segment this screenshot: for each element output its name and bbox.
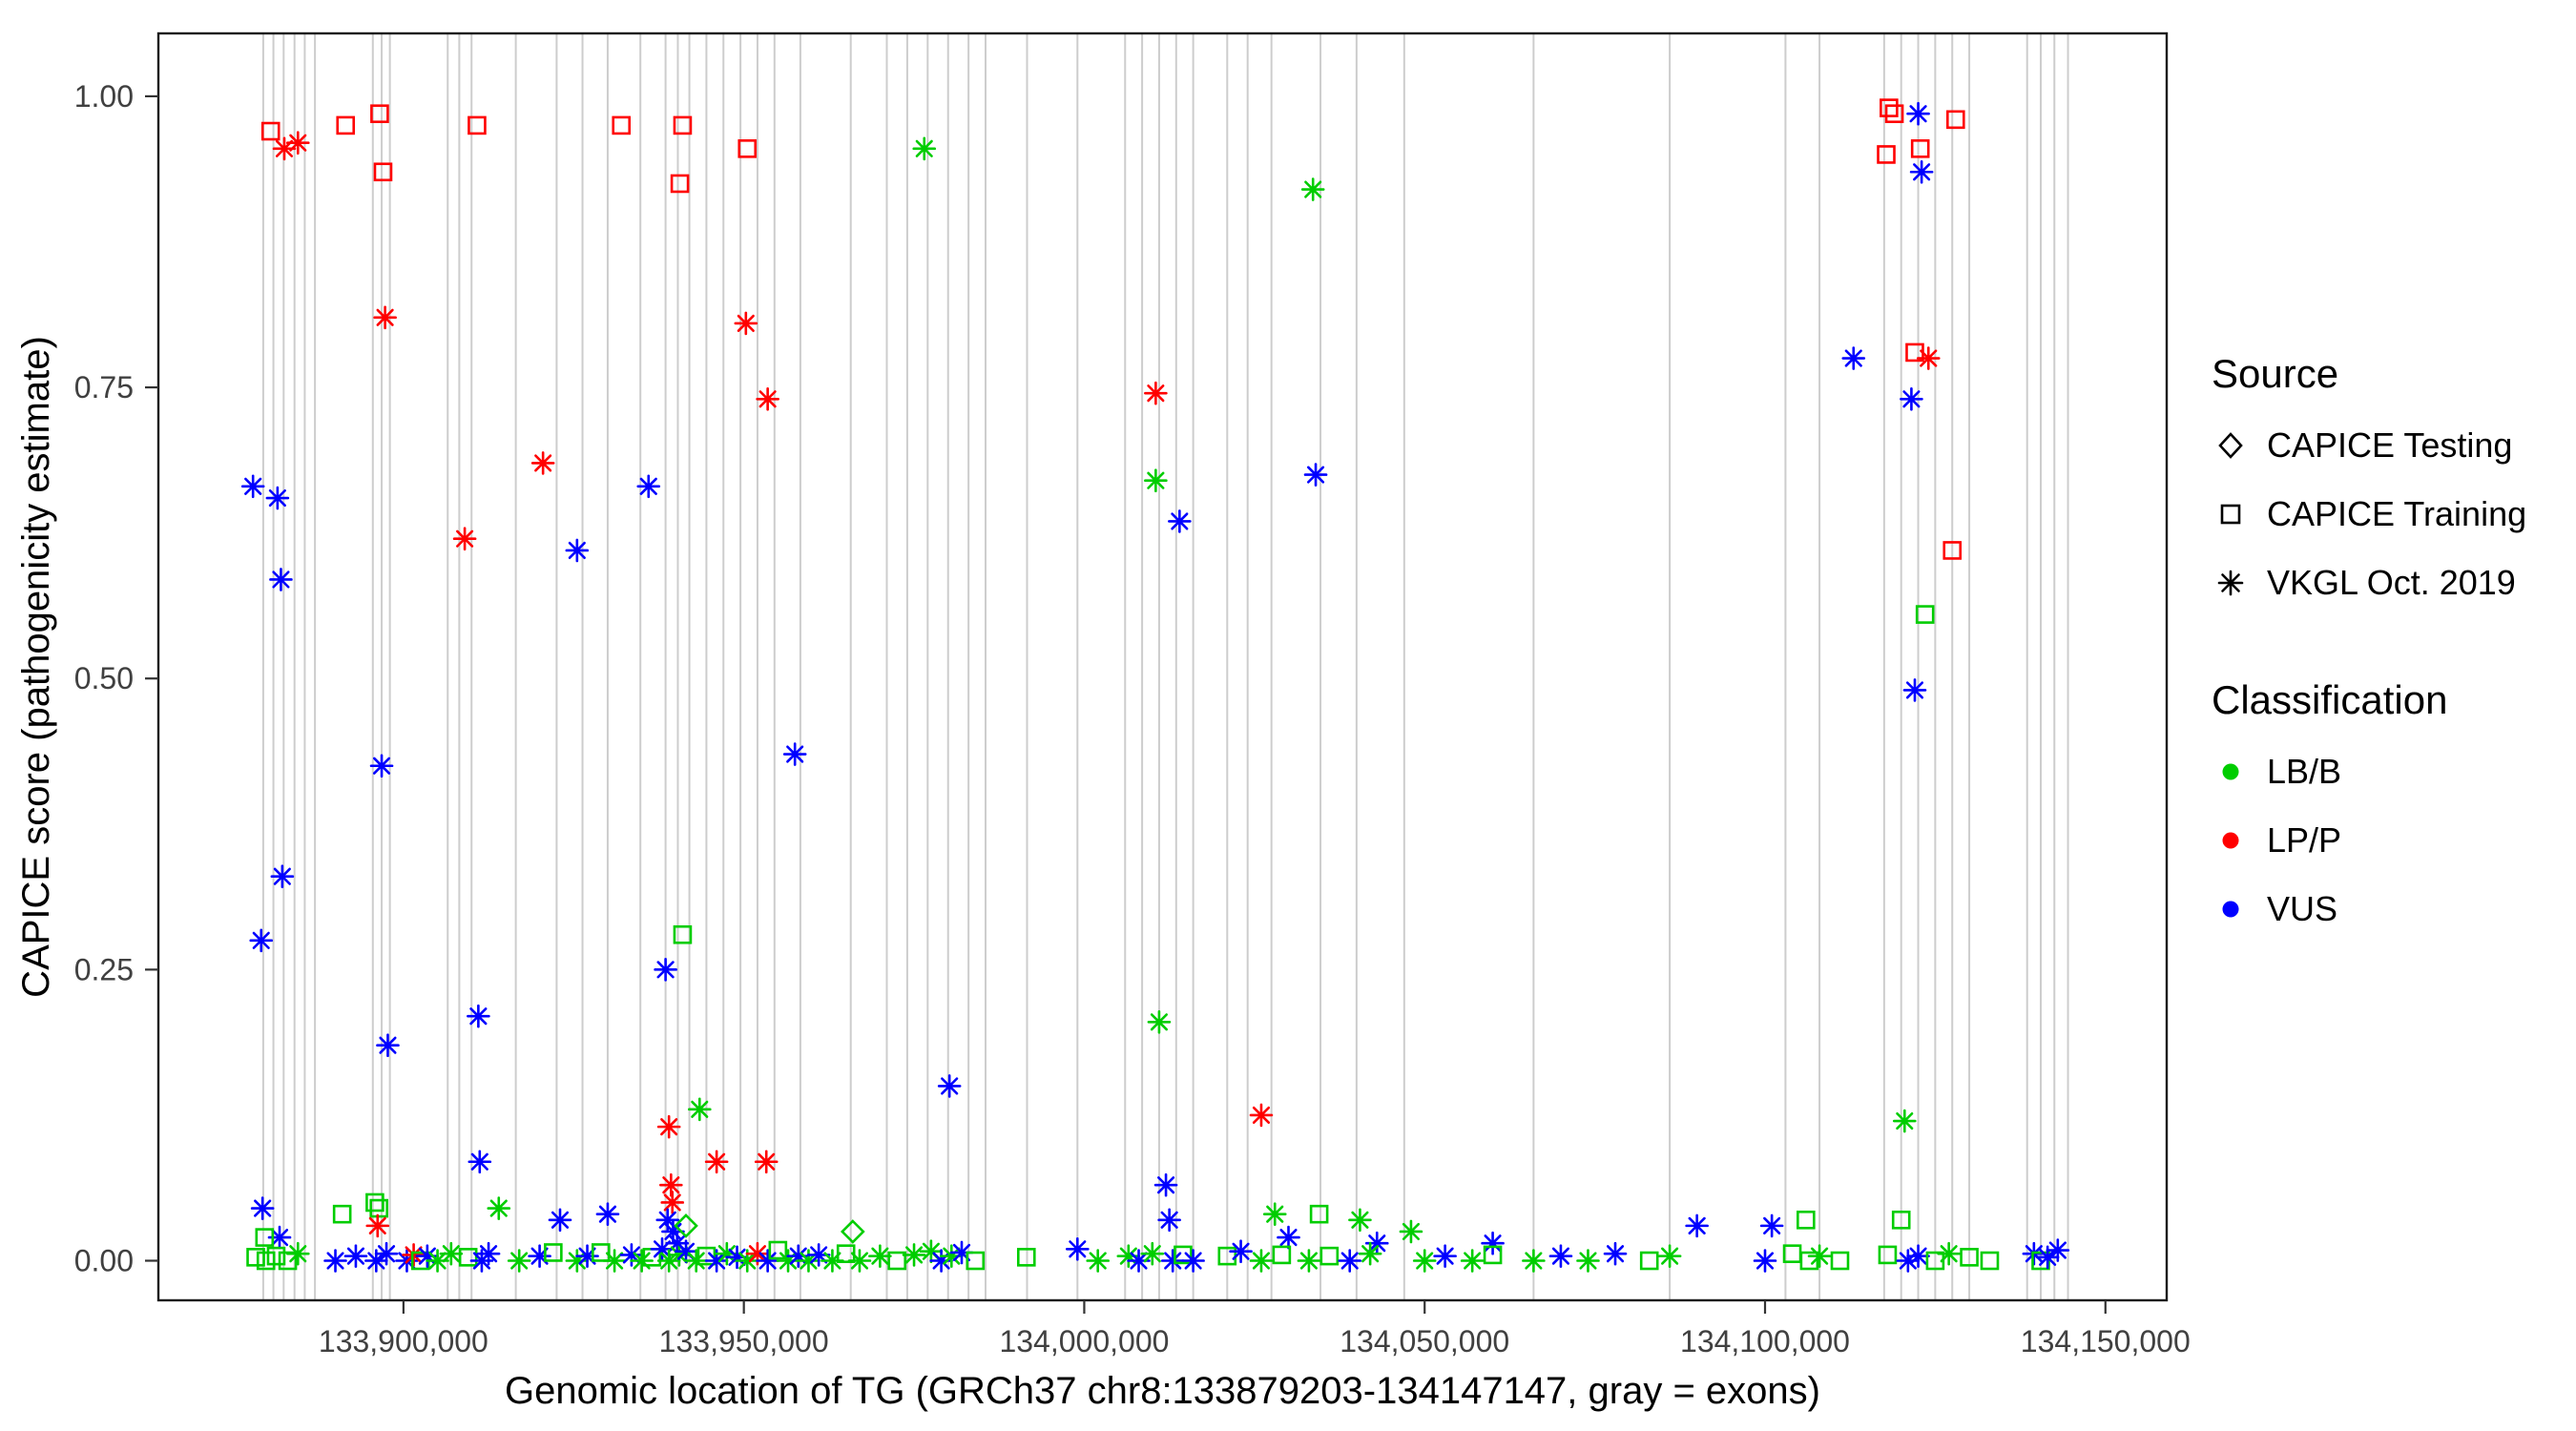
legend: Source CAPICE Testing CAPICE Training xyxy=(2212,351,2526,958)
legend-item-lpp: LP/P xyxy=(2212,820,2526,861)
legend-item-capice-training: CAPICE Training xyxy=(2212,494,2526,534)
svg-text:134,050,000: 134,050,000 xyxy=(1340,1324,1509,1358)
square-icon xyxy=(2212,495,2254,533)
legend-item-lbb: LB/B xyxy=(2212,752,2526,792)
diamond-icon xyxy=(2212,426,2254,465)
legend-source-title: Source xyxy=(2212,351,2339,396)
svg-text:134,000,000: 134,000,000 xyxy=(999,1324,1169,1358)
legend-item-label: VUS xyxy=(2267,889,2338,928)
legend-group-source: Source CAPICE Testing CAPICE Training xyxy=(2212,351,2526,603)
green-dot-icon xyxy=(2212,753,2254,791)
legend-item-capice-testing: CAPICE Testing xyxy=(2212,425,2526,466)
blue-dot-icon xyxy=(2212,890,2254,928)
asterisk-icon xyxy=(2212,564,2254,602)
svg-text:134,100,000: 134,100,000 xyxy=(1680,1324,1850,1358)
legend-item-vkgl: VKGL Oct. 2019 xyxy=(2212,563,2526,603)
y-axis-title: CAPICE score (pathogenicity estimate) xyxy=(15,336,57,998)
legend-group-classification: Classification LB/B LP/P xyxy=(2212,677,2526,929)
svg-text:133,950,000: 133,950,000 xyxy=(659,1324,829,1358)
svg-text:0.50: 0.50 xyxy=(74,661,134,695)
legend-item-label: LB/B xyxy=(2267,752,2342,791)
svg-text:0.25: 0.25 xyxy=(74,952,134,986)
legend-classification-title: Classification xyxy=(2212,677,2448,722)
x-axis-title: Genomic location of TG (GRCh37 chr8:1338… xyxy=(505,1370,1820,1412)
svg-text:0.00: 0.00 xyxy=(74,1244,134,1278)
legend-item-label: CAPICE Testing xyxy=(2267,425,2513,465)
svg-text:133,900,000: 133,900,000 xyxy=(319,1324,488,1358)
svg-text:1.00: 1.00 xyxy=(74,79,134,114)
legend-item-label: LP/P xyxy=(2267,820,2342,860)
legend-item-label: CAPICE Training xyxy=(2267,494,2527,533)
svg-text:0.75: 0.75 xyxy=(74,370,134,404)
legend-item-label: VKGL Oct. 2019 xyxy=(2267,563,2516,602)
svg-text:134,150,000: 134,150,000 xyxy=(2021,1324,2191,1358)
red-dot-icon xyxy=(2212,821,2254,860)
legend-item-vus: VUS xyxy=(2212,889,2526,929)
